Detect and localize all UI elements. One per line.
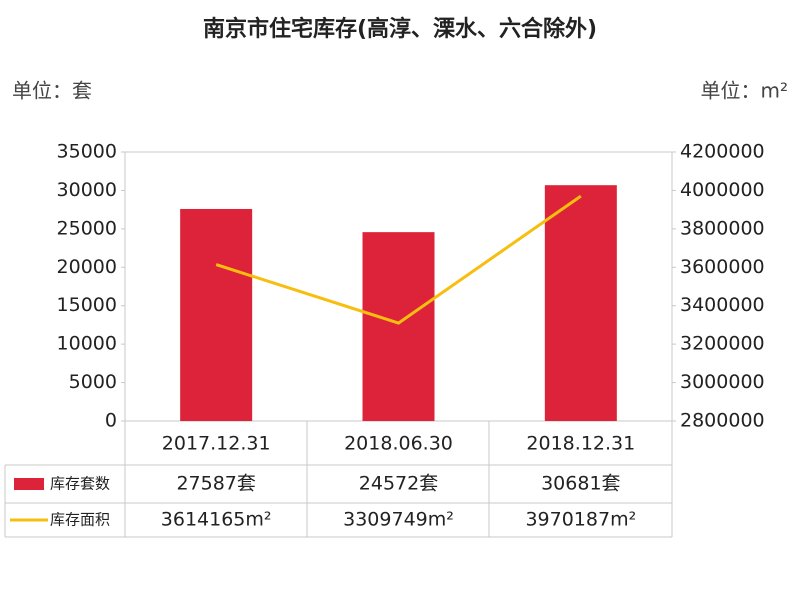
y2-tick-label: 2800000 bbox=[680, 410, 765, 432]
x-tick-label: 2018.06.30 bbox=[344, 433, 453, 455]
x-tick-label: 2017.12.31 bbox=[162, 433, 271, 455]
bar bbox=[544, 185, 617, 421]
y-tick-label: 5000 bbox=[69, 371, 117, 393]
y-tick-label: 0 bbox=[105, 410, 117, 432]
table-cell: 27587套 bbox=[176, 473, 255, 495]
bar bbox=[362, 232, 435, 421]
table-cell: 24572套 bbox=[359, 473, 438, 495]
y-tick-label: 15000 bbox=[57, 294, 117, 316]
table-cell: 30681套 bbox=[541, 473, 620, 495]
line bbox=[215, 194, 582, 325]
x-tick-label: 2018.12.31 bbox=[526, 433, 635, 455]
y2-tick-label: 4200000 bbox=[680, 141, 765, 163]
y2-tick-label: 3400000 bbox=[680, 294, 765, 316]
y2-tick-label: 4000000 bbox=[680, 179, 765, 201]
y-tick-label: 20000 bbox=[57, 256, 117, 278]
y-tick-label: 35000 bbox=[57, 141, 117, 163]
y-tick-label: 30000 bbox=[57, 179, 117, 201]
table-cell: 3309749m² bbox=[343, 509, 454, 531]
table-cell: 3614165m² bbox=[161, 509, 272, 531]
y2-tick-label: 3000000 bbox=[680, 371, 765, 393]
table-cell: 3970187m² bbox=[525, 509, 636, 531]
y-tick-label: 10000 bbox=[57, 333, 117, 355]
y2-tick-label: 3600000 bbox=[680, 256, 765, 278]
legend-swatch bbox=[14, 478, 44, 490]
bar bbox=[180, 208, 253, 421]
legend-label: 库存套数 bbox=[50, 475, 110, 493]
y2-tick-label: 3800000 bbox=[680, 217, 765, 239]
y2-tick-label: 3200000 bbox=[680, 333, 765, 355]
legend-label: 库存面积 bbox=[50, 511, 110, 529]
y-tick-label: 25000 bbox=[57, 217, 117, 239]
y2-axis-label: 单位：m² bbox=[701, 79, 789, 103]
y-axis-label: 单位：套 bbox=[12, 79, 92, 103]
chart-title: 南京市住宅库存(高淳、溧水、六合除外) bbox=[203, 16, 597, 42]
